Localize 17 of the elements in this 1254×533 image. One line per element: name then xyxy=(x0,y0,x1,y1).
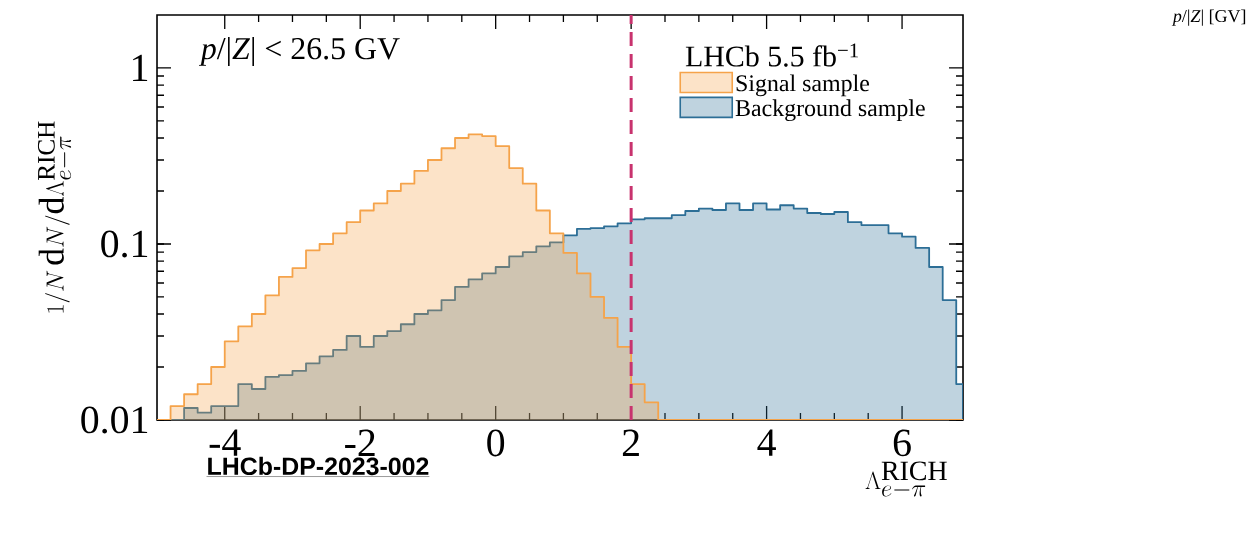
x-tick-label: -2 xyxy=(345,429,375,456)
x-tick-label: 4 xyxy=(757,429,776,456)
legend-label: Background sample xyxy=(735,99,925,122)
y-tick-label: 0.1 xyxy=(101,230,148,258)
x-tick-label: 6 xyxy=(893,429,911,457)
y-axis-title: $1/N\,\mathrm{d}N/\mathrm{d}\Lambda^{\mathrm{RICH}}_{e-\pi}$ xyxy=(37,121,72,313)
x-tick-label: 2 xyxy=(622,429,639,456)
x-tick-label: 0 xyxy=(487,429,505,457)
x-axis-title: $\Lambda^{\mathrm{RICH}}_{e-\pi}$ xyxy=(865,461,947,497)
y-tick-label: 0.01 xyxy=(81,406,148,434)
y-tick-label: 1 xyxy=(133,54,148,82)
text: p/|Z| [GV] xyxy=(1171,9,1246,26)
annotation: p/|Z| < 26.5 GV xyxy=(198,36,400,66)
legend-title: LHCb 5.5 fb$^{−1}$ xyxy=(685,43,858,67)
x-tick-label: -4 xyxy=(209,429,241,456)
legend-label: Signal sample xyxy=(736,74,870,97)
text: LHCb-DP-2023-002 xyxy=(208,456,429,476)
